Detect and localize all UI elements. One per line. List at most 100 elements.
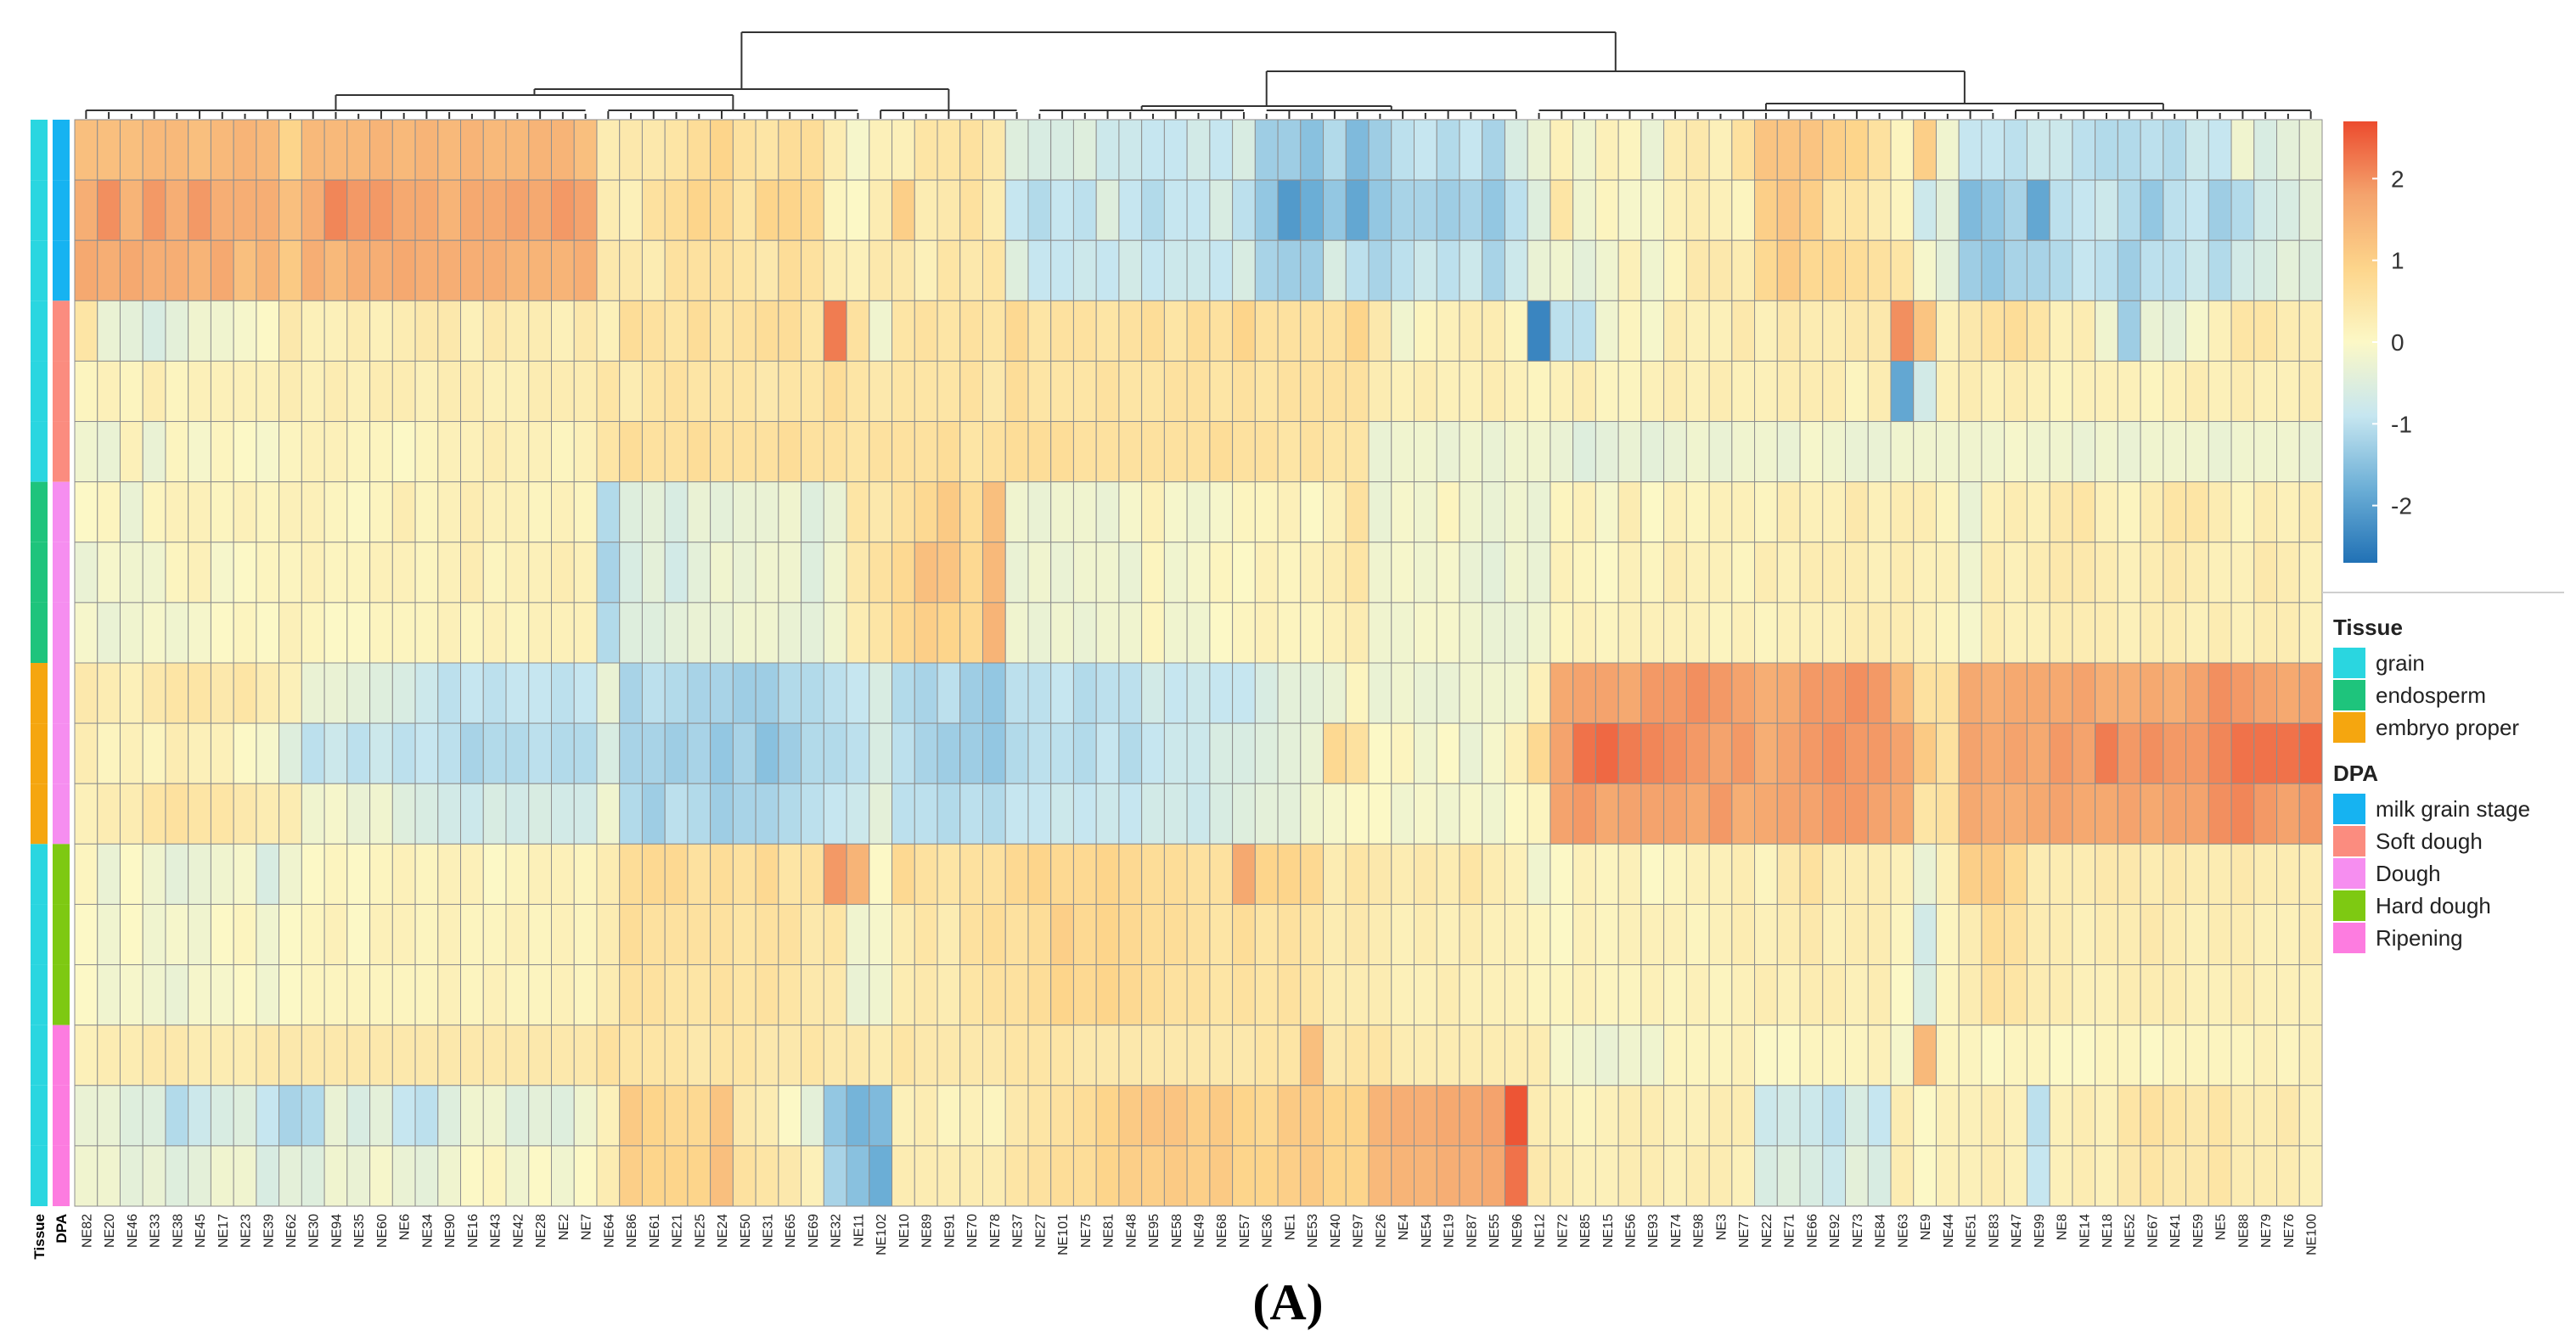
heatmap-cell xyxy=(687,1085,711,1147)
heatmap-cell xyxy=(482,783,507,845)
dpa-annotation-cell xyxy=(53,421,70,482)
heatmap-cell xyxy=(2026,179,2050,241)
heatmap-cell xyxy=(1459,843,1483,905)
heatmap-cell xyxy=(142,239,166,301)
column-label: NE82 xyxy=(80,1214,94,1248)
heatmap-cell xyxy=(755,602,779,664)
heatmap-cell xyxy=(801,783,824,845)
heatmap-cell xyxy=(732,843,756,905)
heatmap-cell xyxy=(2253,481,2278,543)
heatmap-cell xyxy=(369,1025,393,1087)
heatmap-cell xyxy=(2117,662,2141,724)
heatmap-cell xyxy=(2163,1145,2187,1207)
heatmap-cell xyxy=(1414,783,1437,845)
heatmap-cell xyxy=(391,1145,416,1207)
heatmap-cell xyxy=(550,179,575,241)
heatmap-cell xyxy=(2026,421,2050,483)
heatmap-cell xyxy=(710,542,734,604)
heatmap-cell xyxy=(619,179,643,241)
heatmap-cell xyxy=(1799,1025,1824,1087)
heatmap-cell xyxy=(732,1085,756,1147)
heatmap-cell xyxy=(1663,843,1687,905)
heatmap-cell xyxy=(1617,903,1642,966)
heatmap-cell xyxy=(1027,903,1052,966)
heatmap-cell xyxy=(1776,662,1801,724)
heatmap-cell xyxy=(233,300,257,362)
heatmap-cell xyxy=(1459,1145,1483,1207)
color-scale-bar xyxy=(2343,121,2377,563)
heatmap-cell xyxy=(1459,783,1483,845)
heatmap-cell xyxy=(1663,300,1687,362)
heatmap-cell xyxy=(1436,843,1460,905)
heatmap-cell xyxy=(619,542,643,604)
heatmap-cell xyxy=(2276,843,2300,905)
column-label: NE52 xyxy=(2123,1214,2138,1248)
heatmap-cell xyxy=(1163,843,1188,905)
heatmap-cell xyxy=(2298,360,2323,423)
heatmap-cell xyxy=(1845,783,1869,845)
heatmap-cell xyxy=(165,239,189,301)
heatmap-cell xyxy=(505,481,530,543)
heatmap-cell xyxy=(1323,662,1347,724)
heatmap-cell xyxy=(142,903,166,966)
heatmap-cell xyxy=(323,783,348,845)
legend-label: Hard dough xyxy=(2376,893,2491,918)
heatmap-cell xyxy=(2140,421,2164,483)
heatmap-cell xyxy=(1958,481,1983,543)
column-label: NE53 xyxy=(1306,1214,1320,1248)
heatmap-cell xyxy=(369,1085,393,1147)
heatmap-cell xyxy=(959,421,984,483)
heatmap-cell xyxy=(188,662,211,724)
heatmap-cell xyxy=(278,421,302,483)
heatmap-cell xyxy=(1232,179,1256,241)
heatmap-cell xyxy=(1141,179,1165,241)
heatmap-cell xyxy=(1254,542,1279,604)
heatmap-cell xyxy=(550,903,575,966)
column-label: NE100 xyxy=(2305,1214,2320,1255)
column-labels: NE82 NE20 NE46 NE33 NE38 NE45 NE17 NE23 NE39 NE62… xyxy=(80,1214,2319,1255)
heatmap-cell xyxy=(1277,360,1302,423)
heatmap-cell xyxy=(596,843,621,905)
heatmap-cell xyxy=(1072,843,1097,905)
heatmap-cell xyxy=(1527,662,1551,724)
heatmap-cell xyxy=(2140,662,2164,724)
heatmap-cell xyxy=(2095,1025,2118,1087)
heatmap-cell xyxy=(2208,1025,2232,1087)
heatmap-cell xyxy=(1913,360,1937,423)
heatmap-cell xyxy=(1617,662,1642,724)
heatmap-cell xyxy=(2253,903,2278,966)
heatmap-cell xyxy=(959,783,984,845)
heatmap-cell xyxy=(1708,1145,1733,1207)
column-label: NE33 xyxy=(149,1214,163,1248)
heatmap-cell xyxy=(1913,421,1937,483)
heatmap-cell xyxy=(801,119,824,181)
heatmap-cell xyxy=(1617,783,1642,845)
heatmap-cell xyxy=(1595,360,1619,423)
heatmap-cell xyxy=(914,239,938,301)
heatmap-cell xyxy=(2004,843,2028,905)
heatmap-cell xyxy=(936,360,961,423)
heatmap-cell xyxy=(732,964,756,1026)
heatmap-cell xyxy=(1572,964,1596,1026)
heatmap-cell xyxy=(1300,1085,1325,1147)
column-dendrogram xyxy=(85,31,2312,119)
heatmap-cell xyxy=(1391,421,1415,483)
heatmap-cell xyxy=(1186,964,1211,1026)
dpa-annotation-cell xyxy=(53,361,70,422)
heatmap-cell xyxy=(1072,179,1097,241)
heatmap-cell xyxy=(1050,662,1074,724)
heatmap-cell xyxy=(119,722,143,784)
heatmap-cell xyxy=(1459,1085,1483,1147)
heatmap-cell xyxy=(1708,300,1733,362)
legend-swatch xyxy=(2333,712,2365,743)
heatmap-cell xyxy=(755,662,779,724)
heatmap-cell xyxy=(1981,602,2005,664)
heatmap-cell xyxy=(460,542,484,604)
heatmap-cell xyxy=(346,179,371,241)
heatmap-cell xyxy=(914,1145,938,1207)
heatmap-cell xyxy=(778,843,802,905)
heatmap-cell xyxy=(1685,783,1710,845)
heatmap-cell xyxy=(1141,119,1165,181)
heatmap-cell xyxy=(1890,1085,1915,1147)
heatmap-cell xyxy=(482,542,507,604)
